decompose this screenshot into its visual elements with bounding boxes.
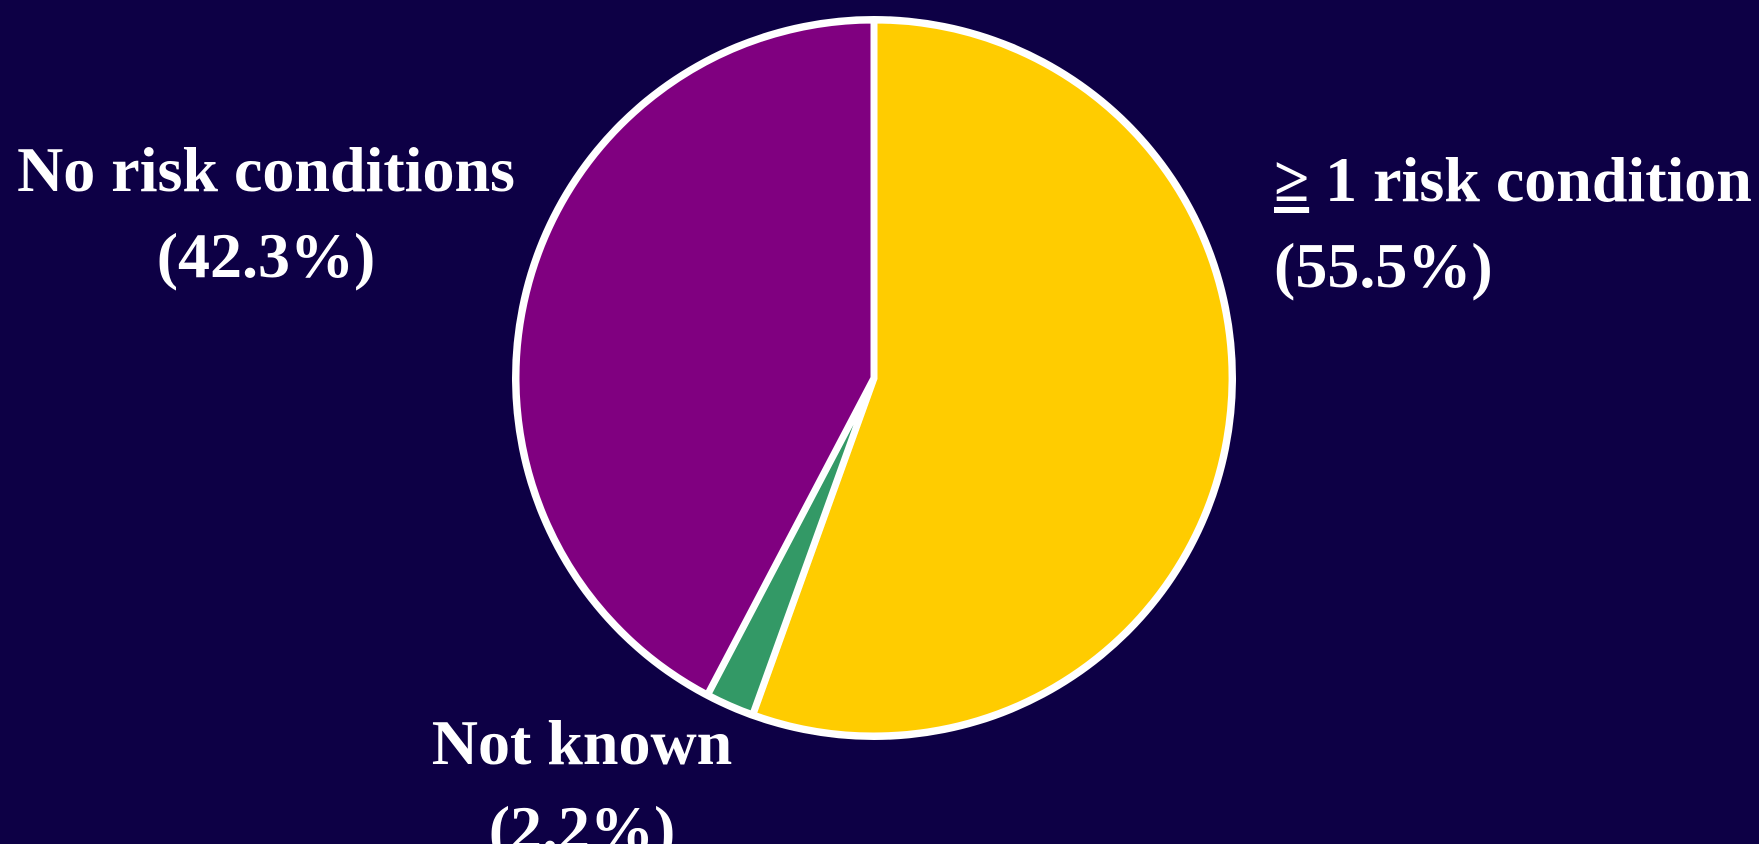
slice-label-not-known-name: Not known <box>431 707 733 778</box>
slice-label-risk-value: (55.5%) <box>1274 230 1493 301</box>
slice-label-no-risk-name: No risk conditions <box>17 134 515 205</box>
greater-equal-symbol: ≥ <box>1274 144 1310 215</box>
slice-label-no-risk-value: (42.3%) <box>156 220 376 291</box>
slice-label-risk-text: 1 risk condition <box>1325 144 1752 215</box>
slice-label-risk-name: ≥ 1 risk condition <box>1274 137 1752 223</box>
slice-label-no-risk: No risk conditions (42.3%) <box>0 127 532 299</box>
slice-label-risk: ≥ 1 risk condition (55.5%) <box>1274 137 1752 309</box>
pie-slice-risk <box>748 16 1236 740</box>
slice-label-not-known-value: (2.2%) <box>488 793 676 844</box>
pie-slice-no-risk <box>512 16 878 700</box>
slice-label-not-known: Not known (2.2%) <box>382 700 782 844</box>
